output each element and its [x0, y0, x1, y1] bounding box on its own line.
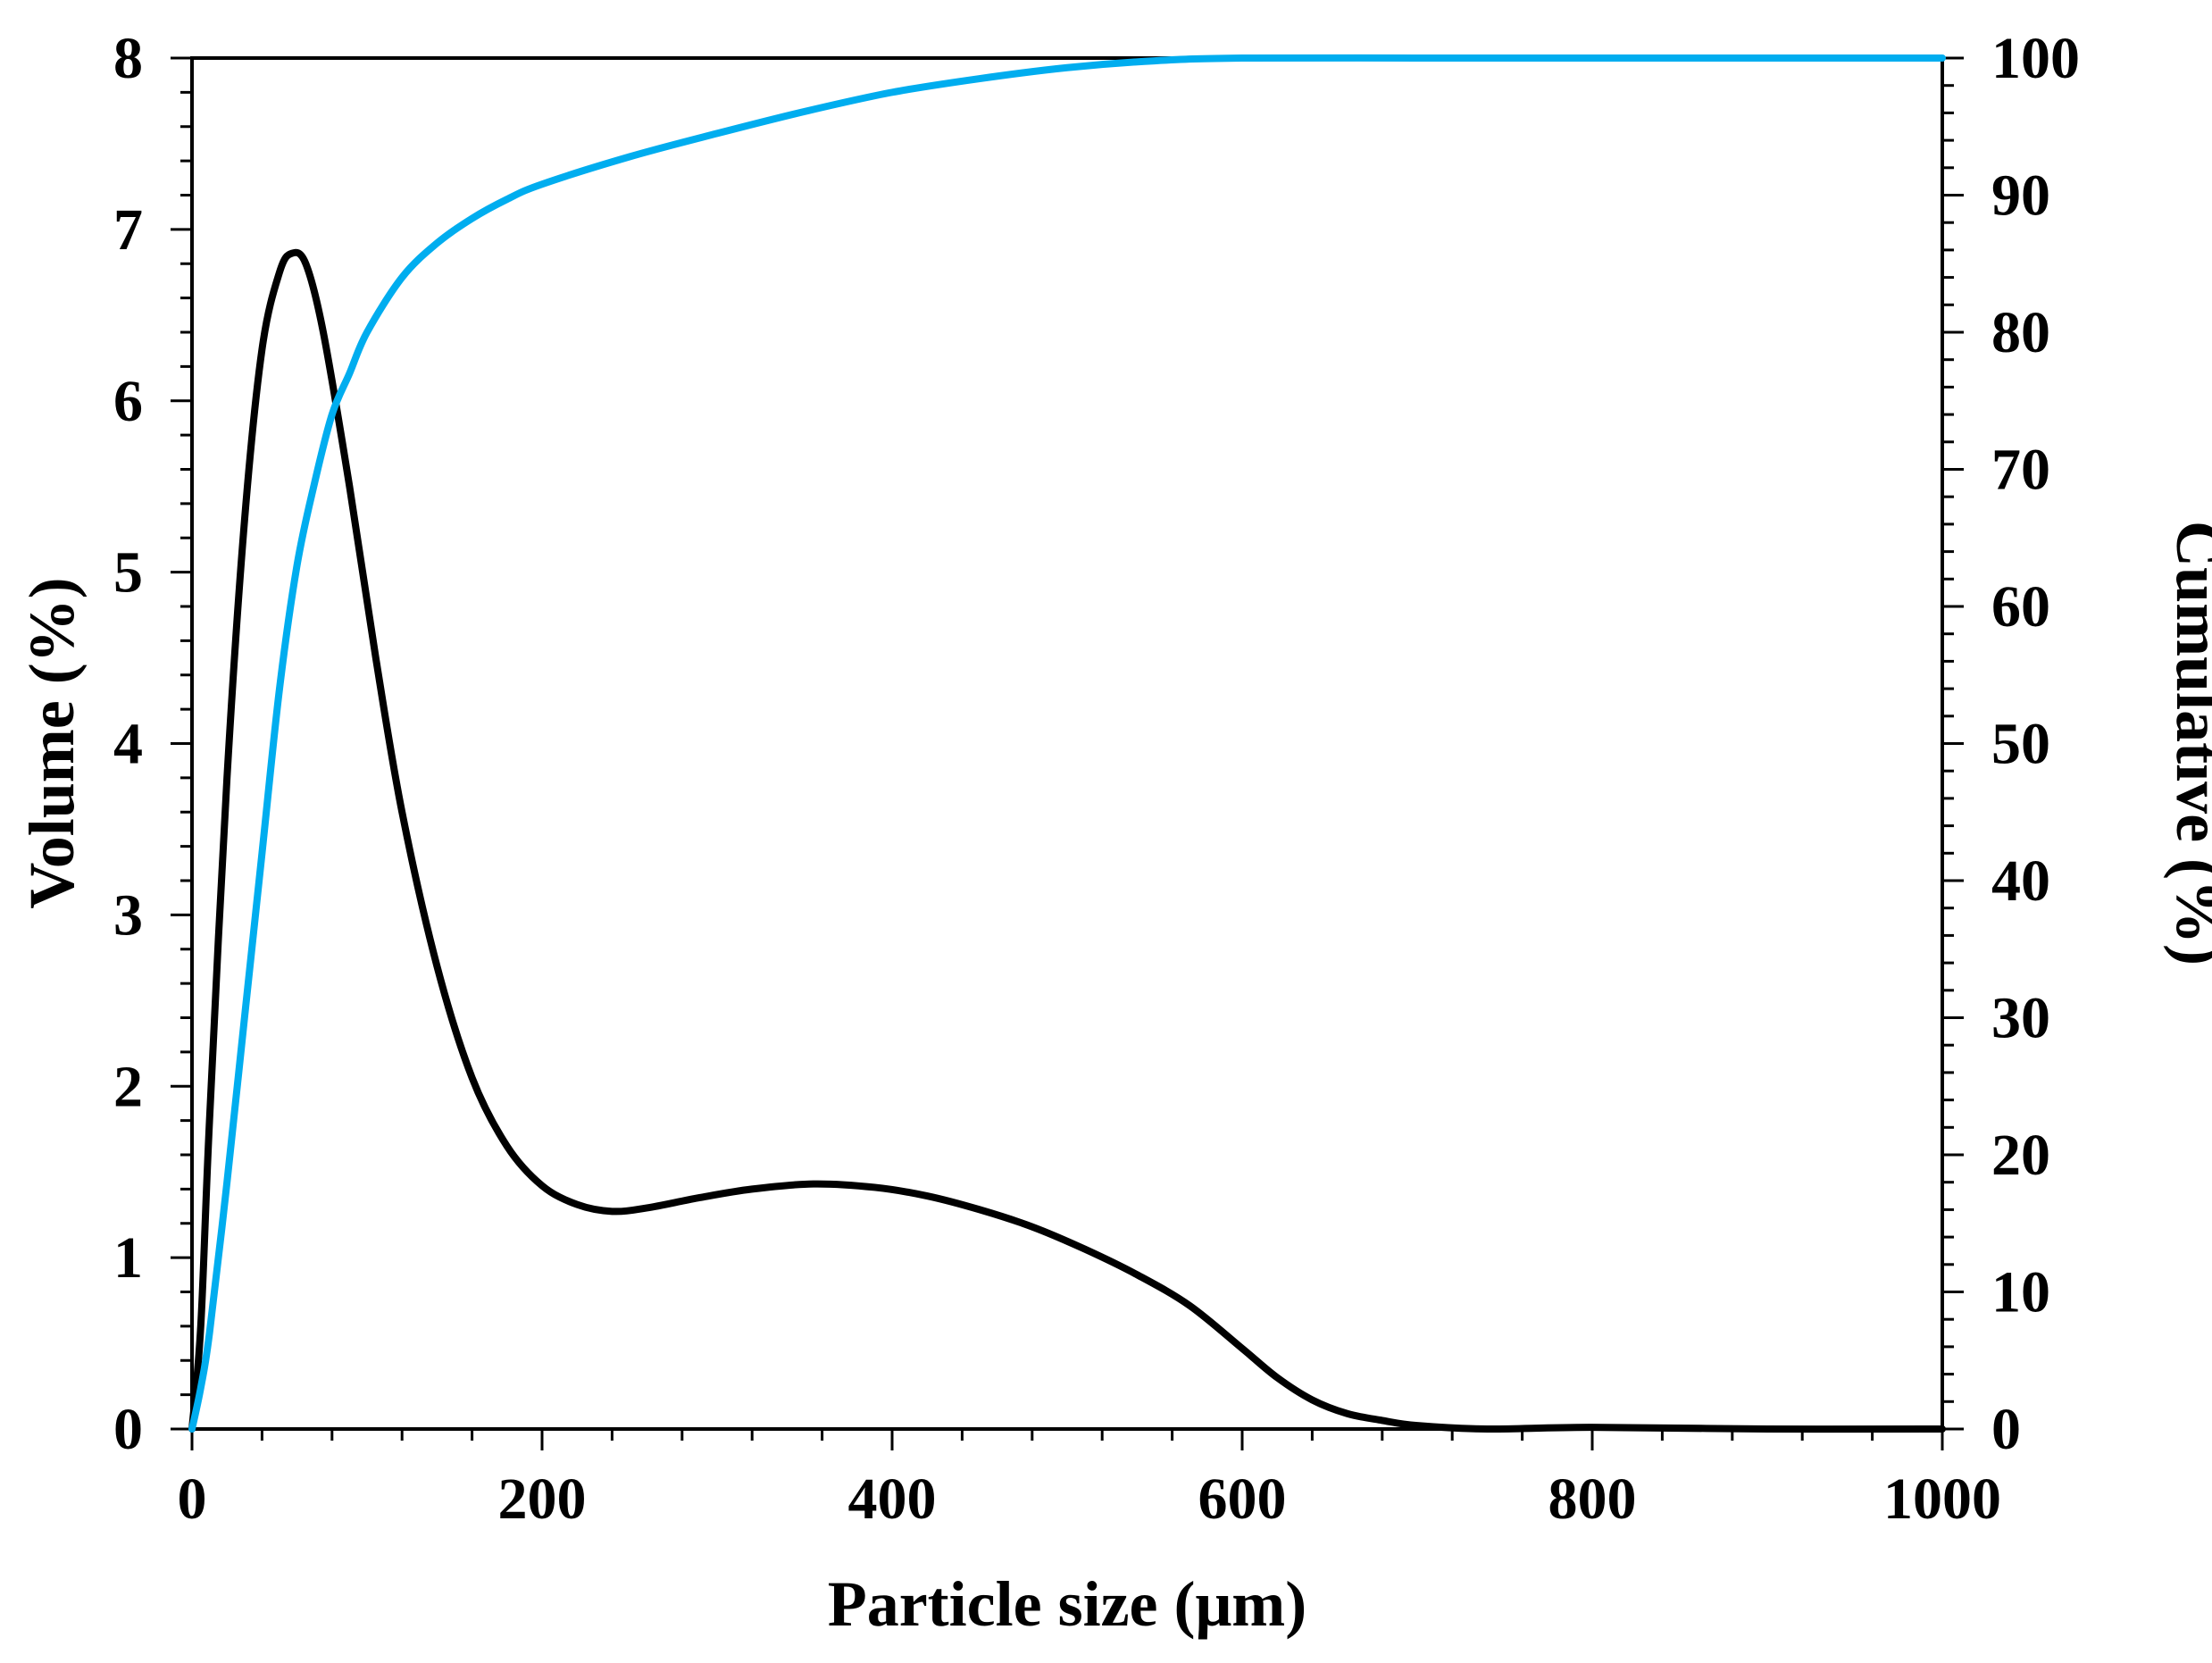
y-axis-title: Volume (%) [16, 577, 88, 908]
y-tick-label: 5 [113, 540, 143, 606]
x-tick-label: 400 [848, 1467, 937, 1532]
cumulative-series-line [188, 54, 1946, 1433]
y-tick-label: 2 [113, 1054, 143, 1119]
y-tick-label: 8 [113, 26, 143, 91]
x-tick-label: 0 [178, 1467, 207, 1532]
y2-tick-label: 90 [1991, 163, 2050, 229]
x-axis-title: Particle size (μm) [828, 1568, 1307, 1640]
x-tick-label: 200 [498, 1467, 587, 1532]
y-tick-label: 6 [113, 369, 143, 434]
plot-frame [190, 56, 1944, 1431]
x-tick-label: 1000 [1883, 1467, 2001, 1532]
x-tick-label: 600 [1198, 1467, 1287, 1532]
y2-tick-label: 50 [1991, 712, 2050, 777]
y2-tick-label: 100 [1991, 26, 2080, 91]
y2-tick-label: 30 [1991, 986, 2050, 1051]
y-tick-label: 4 [113, 712, 143, 777]
volume-series-line [188, 248, 1946, 1433]
y2-tick-label: 60 [1991, 574, 2050, 639]
y2-tick-label: 40 [1991, 848, 2050, 914]
axis-ticks [171, 56, 1964, 1450]
y2-tick-label: 70 [1991, 438, 2050, 503]
series-lines [188, 54, 1946, 1433]
y2-tick-label: 20 [1991, 1123, 2050, 1188]
x-tick-label: 800 [1548, 1467, 1637, 1532]
y-tick-label: 3 [113, 882, 143, 948]
y2-tick-label: 10 [1991, 1260, 2050, 1325]
y-tick-label: 7 [113, 197, 143, 263]
y-tick-label: 1 [113, 1225, 143, 1291]
y2-tick-label: 0 [1991, 1397, 2021, 1462]
y-tick-label: 0 [113, 1397, 143, 1462]
y2-tick-label: 80 [1991, 300, 2050, 365]
y2-axis-title: Cumulative (%) [2163, 521, 2212, 965]
tick-labels: 0 200 400 600 800 100001234567801020304050607… [113, 26, 2080, 1532]
